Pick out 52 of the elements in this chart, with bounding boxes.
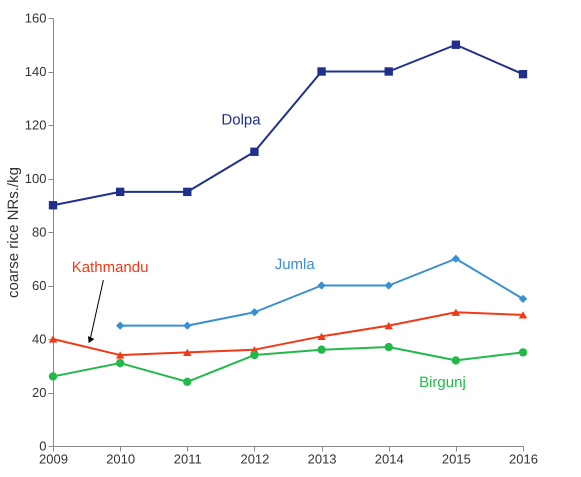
- point: [183, 378, 192, 386]
- y-tick-label: 20: [32, 385, 46, 400]
- y-tick-label: 80: [32, 224, 46, 240]
- point: [317, 346, 326, 354]
- point: [250, 148, 259, 156]
- point: [48, 372, 58, 381]
- y-tick-label: 0: [39, 438, 46, 454]
- point: [518, 70, 528, 78]
- x-tick-label: 2016: [509, 452, 538, 466]
- series-label: Birgunj: [419, 374, 466, 391]
- x-tick-label: 2010: [106, 452, 136, 466]
- point: [183, 188, 192, 196]
- y-tick-label: 140: [24, 64, 46, 79]
- point: [116, 351, 124, 359]
- x-tick-label: 2012: [240, 452, 270, 466]
- x-tick-label: 2011: [174, 452, 202, 466]
- point: [384, 67, 393, 76]
- text: Kathmandu: [72, 258, 148, 276]
- y-axis-title: coarse rice NRs./kg: [4, 167, 22, 298]
- point: [48, 335, 58, 343]
- point: [116, 188, 124, 196]
- x-tick-label: 2009: [39, 452, 68, 466]
- point: [452, 254, 460, 263]
- point: [452, 356, 460, 365]
- point: [48, 201, 58, 210]
- point: [384, 281, 393, 290]
- point: [250, 308, 259, 316]
- y-tick-label: 100: [24, 171, 46, 186]
- point: [518, 348, 528, 357]
- x-tick-label: 2014: [374, 452, 404, 466]
- point: [116, 321, 124, 330]
- y-tick-label: 60: [32, 278, 46, 293]
- point: [317, 67, 326, 76]
- x-tick-label: 2015: [442, 452, 471, 466]
- series-label: Dolpa: [221, 112, 262, 129]
- y-tick-label: 120: [24, 118, 46, 132]
- point: [317, 281, 326, 290]
- point: [518, 294, 528, 304]
- x-tick-label: 2013: [308, 452, 337, 466]
- point: [384, 342, 393, 352]
- point: [116, 358, 124, 368]
- point: [250, 350, 259, 360]
- y-tick-label: 160: [24, 10, 46, 26]
- series-label: Jumla: [274, 256, 316, 274]
- point: [183, 321, 192, 330]
- point: [518, 311, 528, 319]
- point: [183, 348, 192, 356]
- point: [317, 332, 326, 340]
- y-tick-label: 40: [32, 332, 46, 346]
- point: [452, 308, 460, 316]
- point: [384, 322, 393, 330]
- point: [452, 40, 460, 49]
